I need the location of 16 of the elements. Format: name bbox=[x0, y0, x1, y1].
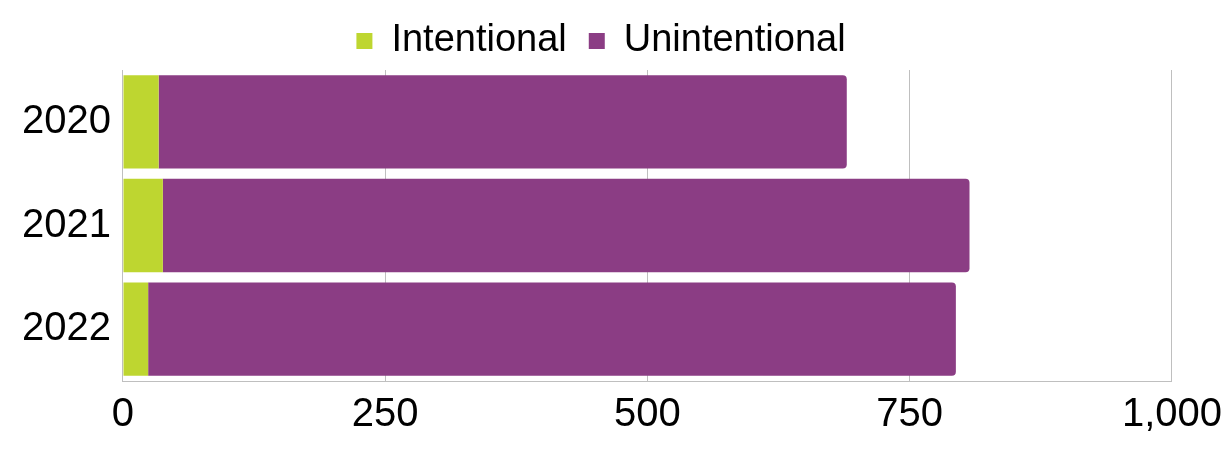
legend-label: Intentional bbox=[391, 17, 567, 60]
bar bbox=[123, 282, 149, 376]
x-tick-label: 750 bbox=[876, 390, 944, 435]
bar bbox=[158, 75, 847, 169]
bar bbox=[123, 75, 159, 169]
x-tick-label: 1,000 bbox=[1121, 390, 1223, 435]
bar bbox=[123, 178, 163, 273]
y-tick-label: 2021 bbox=[22, 200, 111, 245]
x-tick-label: 0 bbox=[111, 390, 135, 435]
y-tick-label: 2022 bbox=[22, 304, 111, 349]
legend-label: Unintentional bbox=[623, 17, 846, 60]
bar bbox=[162, 178, 970, 273]
x-tick-label: 500 bbox=[614, 390, 681, 435]
bar bbox=[148, 282, 956, 376]
y-tick-label: 2020 bbox=[22, 96, 111, 141]
x-tick-label: 250 bbox=[351, 390, 419, 435]
